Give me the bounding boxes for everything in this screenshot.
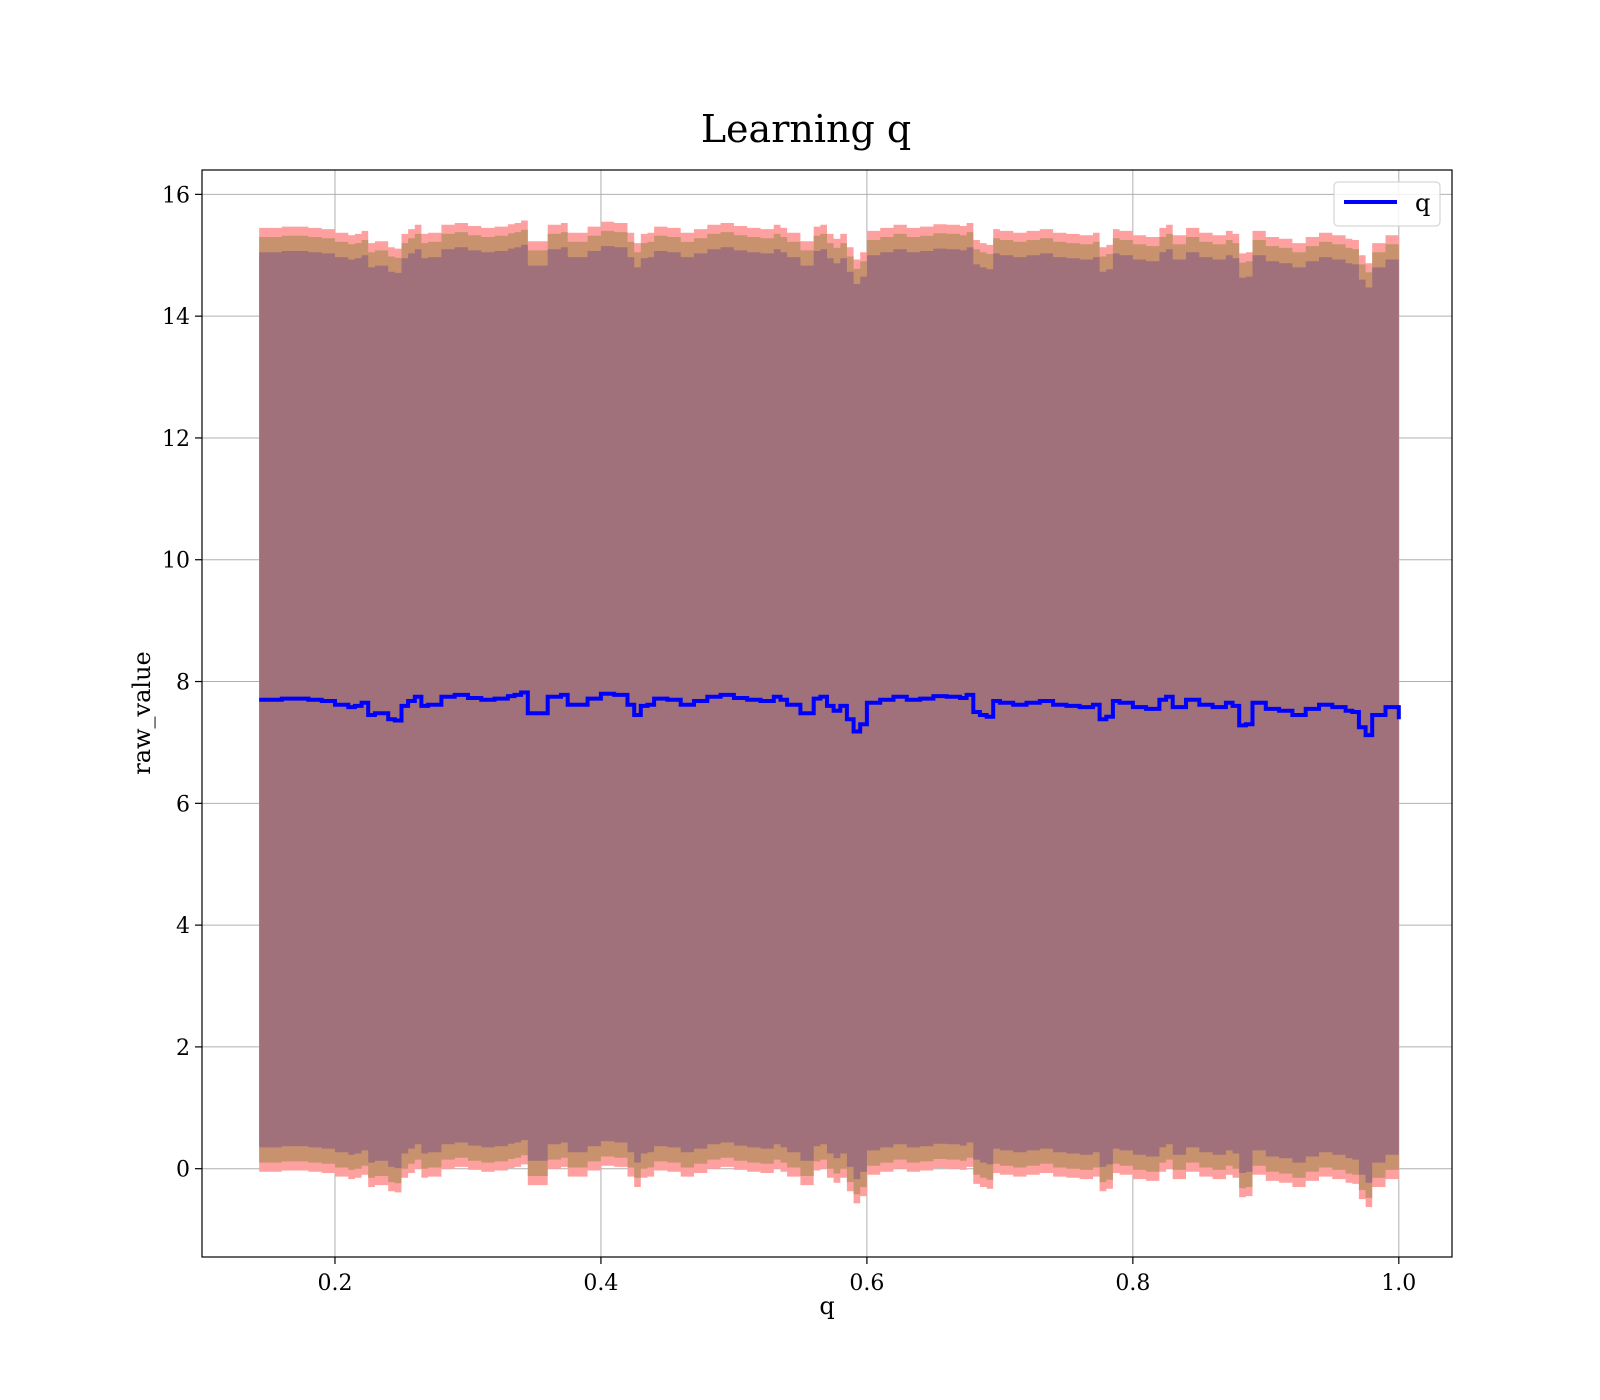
chart-title: Learning q	[701, 107, 911, 151]
y-tick-label: 14	[162, 305, 190, 330]
x-tick-label: 0.6	[849, 1271, 884, 1296]
y-axis-label: raw_value	[128, 651, 156, 775]
y-axis-ticks: 0 2 4 6 8 10 12 14 16	[162, 183, 202, 1183]
y-tick-label: 0	[176, 1158, 190, 1183]
confidence-bands	[259, 220, 1399, 1208]
legend-entry-q: q	[1415, 189, 1430, 217]
x-axis-label: q	[819, 1292, 834, 1320]
y-tick-label: 8	[176, 671, 190, 696]
inner-band	[259, 244, 1399, 1183]
plot-frame	[201, 169, 1453, 1258]
y-tick-label: 4	[176, 914, 190, 939]
x-tick-label: 0.8	[1115, 1271, 1150, 1296]
x-tick-label: 1.0	[1381, 1271, 1416, 1296]
series-line-q	[259, 690, 1401, 738]
x-axis-ticks: 0.2 0.4 0.6 0.8 1.0	[317, 1257, 1416, 1296]
y-tick-label: 12	[162, 427, 190, 452]
series-lines	[259, 690, 1401, 738]
legend: q	[1333, 181, 1441, 227]
y-tick-label: 2	[176, 1036, 190, 1061]
y-tick-label: 6	[176, 792, 190, 817]
x-tick-label: 0.4	[583, 1271, 618, 1296]
y-tick-label: 16	[162, 183, 190, 208]
x-tick-label: 0.2	[317, 1271, 352, 1296]
y-tick-label: 10	[162, 549, 190, 574]
